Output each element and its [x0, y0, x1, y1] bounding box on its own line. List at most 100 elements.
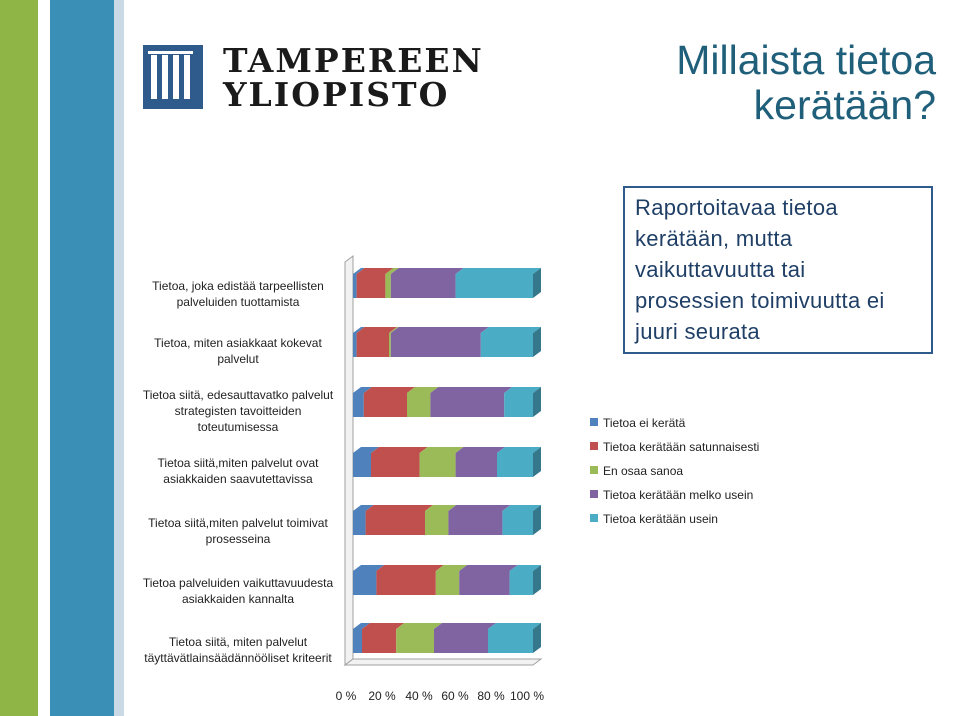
category-label: Tietoa siitä, miten palvelut täyttävätla…	[144, 635, 332, 665]
bar-segment-top	[504, 387, 541, 393]
bar-segment	[356, 333, 389, 357]
university-logo: TAMPEREEN YLIOPISTO	[143, 43, 482, 114]
x-tick-label: 60 %	[441, 689, 469, 703]
bar-segment	[390, 333, 481, 357]
bar-segment-top	[488, 623, 541, 629]
bar-segment	[356, 274, 386, 298]
bar-segment	[385, 274, 391, 298]
bar-segment	[353, 333, 357, 357]
bar-segment	[407, 393, 431, 417]
bar-side-face	[533, 447, 541, 477]
pillars-logo-icon	[143, 45, 203, 109]
bar-segment-top	[435, 565, 468, 571]
bar-segment	[390, 274, 456, 298]
bar-segment-top	[356, 327, 397, 333]
legend-swatch	[590, 514, 598, 522]
bar-segment-top	[425, 505, 457, 511]
legend-label: Tietoa kerätään usein	[603, 512, 718, 526]
bar-segment-top	[480, 327, 541, 333]
legend-label: Tietoa ei kerätä	[603, 416, 686, 430]
legend-label: Tietoa kerätään melko usein	[603, 488, 754, 502]
bar-side-face	[533, 268, 541, 298]
bar-segment	[455, 453, 497, 477]
x-tick-label: 40 %	[405, 689, 433, 703]
bar-segment	[419, 453, 456, 477]
bar-segment	[504, 393, 533, 417]
bar-segment-top	[365, 505, 433, 511]
decor-stripe-blue	[50, 0, 114, 716]
bar-segment-top	[353, 327, 365, 333]
bar-segment	[509, 571, 533, 595]
legend-swatch	[590, 466, 598, 474]
bar-segment-top	[353, 268, 365, 274]
bar-segment	[363, 393, 407, 417]
bar-segment-top	[390, 268, 464, 274]
x-tick-label: 80 %	[477, 689, 505, 703]
legend-swatch	[590, 490, 598, 498]
bar-segment-top	[363, 387, 415, 393]
bar-segment-top	[419, 447, 464, 453]
bar-segment-top	[371, 447, 428, 453]
bar-segment-top	[385, 268, 399, 274]
bar-side-face	[533, 505, 541, 535]
decor-stripe-light	[114, 0, 124, 716]
bar-segment-top	[362, 623, 405, 629]
x-tick-label: 20 %	[368, 689, 396, 703]
bar-segment	[371, 453, 420, 477]
category-label: Tietoa siitä, edesauttavatko palvelut st…	[142, 388, 334, 434]
bar-segment	[389, 333, 391, 357]
bar-segment-top	[434, 623, 496, 629]
bar-segment-top	[353, 447, 379, 453]
x-tick-label: 100 %	[509, 689, 545, 703]
bar-segment	[353, 629, 362, 653]
bar-segment-top	[353, 387, 372, 393]
bar-segment	[425, 511, 449, 535]
legend-label: En osaa sanoa	[603, 464, 684, 478]
category-label: Tietoa, joka edistää tarpeellisten palve…	[152, 279, 324, 309]
bar-side-face	[533, 623, 541, 653]
bar-segment-top	[396, 623, 442, 629]
bar-segment	[353, 274, 357, 298]
bar-segment	[353, 571, 377, 595]
legend-swatch	[590, 418, 598, 426]
bar-segment-top	[353, 565, 385, 571]
bar-segment	[435, 571, 460, 595]
bar-segment-top	[502, 505, 541, 511]
decor-stripe-green	[0, 0, 38, 716]
bar-segment-top	[497, 447, 541, 453]
bar-side-face	[533, 387, 541, 417]
bar-segment	[434, 629, 488, 653]
category-label: Tietoa, miten asiakkaat kokevat palvelut	[154, 336, 322, 366]
bar-segment-top	[389, 327, 399, 333]
bar-segment-top	[455, 268, 541, 274]
logo-line-2: YLIOPISTO	[223, 75, 450, 114]
callout-box: Raportoitavaa tietoa kerätään, mutta vai…	[623, 186, 933, 354]
bar-segment	[459, 571, 510, 595]
bar-segment	[362, 629, 397, 653]
bar-segment-top	[459, 565, 518, 571]
bar-segment	[365, 511, 425, 535]
category-label: Tietoa siitä,miten palvelut toimivat pro…	[148, 516, 328, 546]
bar-segment	[497, 453, 533, 477]
bar-side-face	[533, 327, 541, 357]
bar-segment	[376, 571, 436, 595]
slide-title: Millaista tietoa kerätään?	[676, 37, 936, 128]
bar-segment-top	[356, 268, 394, 274]
bar-segment	[430, 393, 505, 417]
legend-swatch	[590, 442, 598, 450]
bar-segment-top	[353, 623, 370, 629]
category-label: Tietoa palveluiden vaikuttavuudesta asia…	[142, 576, 334, 606]
bar-segment-top	[407, 387, 439, 393]
chart-floor	[343, 658, 543, 666]
bar-segment	[353, 511, 366, 535]
bar-side-face	[533, 565, 541, 595]
logo-line-1: TAMPEREEN	[223, 41, 484, 80]
bar-segment	[488, 629, 533, 653]
bar-segment	[396, 629, 434, 653]
bar-segment	[502, 511, 533, 535]
x-tick-label: 0 %	[335, 689, 357, 703]
legend-label: Tietoa kerätään satunnaisesti	[603, 440, 760, 454]
bar-segment	[455, 274, 533, 298]
bar-segment-top	[430, 387, 513, 393]
